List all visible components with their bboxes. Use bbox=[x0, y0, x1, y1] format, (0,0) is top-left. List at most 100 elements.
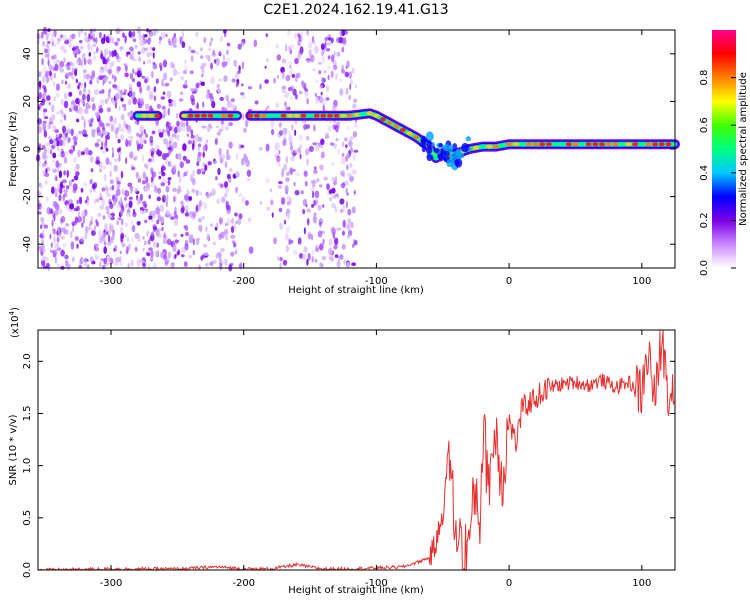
spectrogram-noise-cell bbox=[135, 171, 139, 179]
spectrogram-ridge-blob bbox=[465, 136, 471, 142]
spectrogram-noise-cell bbox=[198, 200, 203, 207]
spectrogram-noise-cell bbox=[80, 45, 84, 50]
spectrogram-noise-cell bbox=[138, 56, 142, 63]
spectrogram-noise-cell bbox=[190, 134, 195, 139]
spectrogram-noise-cell bbox=[41, 222, 46, 227]
spectrogram-noise-cell bbox=[89, 45, 93, 52]
spectrogram-noise-cell bbox=[242, 113, 245, 121]
spectrogram-noise-cell bbox=[144, 103, 150, 110]
spectrogram-ridge-peak bbox=[532, 142, 539, 147]
spectrogram-noise-cell bbox=[103, 246, 107, 255]
spectrogram-ridge-peak bbox=[585, 142, 592, 147]
spectrogram-ridge-peak bbox=[320, 113, 327, 118]
spectrogram-noise-cell bbox=[72, 256, 75, 263]
spectrogram-noise-cell bbox=[60, 109, 63, 114]
spectrogram-ridge-blob bbox=[452, 150, 461, 161]
spectrogram-noise-cell bbox=[200, 81, 205, 87]
spectrogram-noise-cell bbox=[278, 129, 284, 136]
spectrogram-noise-cell bbox=[213, 160, 218, 164]
spectrogram-noise-cell bbox=[306, 98, 309, 105]
spectrogram-noise-cell bbox=[153, 86, 157, 93]
spectrogram-noise-cell bbox=[212, 49, 216, 56]
spectrogram-ridge-blob bbox=[437, 153, 442, 159]
spectrogram-noise-cell bbox=[314, 93, 317, 97]
spectrogram-ridge-peak bbox=[479, 144, 486, 149]
spectrogram-ridge bbox=[132, 108, 680, 171]
spectrogram-noise-cell bbox=[167, 163, 171, 167]
spectrogram-noise-cell bbox=[235, 220, 238, 225]
spectrogram-noise-cell bbox=[43, 66, 47, 74]
spectrogram-ridge-peak bbox=[559, 142, 566, 147]
spectrogram-noise-cell bbox=[101, 198, 106, 207]
spectrogram-noise-cell bbox=[39, 234, 43, 238]
spectrogram-noise-cell bbox=[164, 82, 170, 87]
spectrogram-noise-cell bbox=[321, 256, 327, 261]
spectrogram-noise-cell bbox=[346, 125, 350, 130]
spectrogram-noise-cell bbox=[196, 51, 199, 56]
spectrogram-noise-cell bbox=[328, 247, 333, 256]
spectrogram-noise-cell bbox=[266, 206, 271, 211]
spectrogram-noise-cell bbox=[217, 86, 221, 94]
spectrogram-noise-cell bbox=[221, 153, 226, 160]
spectrogram-noise-cell bbox=[183, 171, 187, 177]
spectrogram-noise-cell bbox=[142, 236, 145, 240]
spectrogram-noise-cell bbox=[205, 225, 208, 233]
spectrogram-noise-cell bbox=[102, 215, 106, 220]
spectrogram-noise-cell bbox=[336, 193, 340, 199]
spectrogram-noise-cell bbox=[105, 157, 110, 165]
snr-plot-area bbox=[38, 330, 675, 570]
spectrogram-noise-cell bbox=[283, 138, 287, 146]
spectrogram-noise-cell bbox=[202, 244, 208, 248]
spectrogram-noise-cell bbox=[95, 37, 98, 44]
spectrogram-noise-cell bbox=[66, 263, 71, 270]
spectrogram-noise-cell bbox=[285, 155, 288, 164]
spectrogram-y-axis-label: Frequency (Hz) bbox=[8, 111, 19, 187]
spectrogram-noise-cell bbox=[337, 148, 340, 155]
spectrogram-noise-cell bbox=[76, 199, 79, 205]
spectrogram-noise-cell bbox=[147, 59, 152, 64]
spectrogram-noise-cell bbox=[344, 71, 349, 78]
spectrogram-noise-cell bbox=[137, 67, 142, 71]
spectrogram-noise-cell bbox=[179, 175, 182, 184]
spectrogram-noise-cell bbox=[60, 236, 66, 240]
spectrogram-noise-cell bbox=[344, 137, 348, 142]
spectrogram-noise-cell bbox=[114, 41, 119, 47]
spectrogram-noise-cell bbox=[126, 209, 131, 214]
spectrogram-noise-cell bbox=[273, 237, 278, 245]
spectrogram-noise-cell bbox=[100, 37, 106, 45]
spectrogram-noise-cell bbox=[45, 71, 50, 76]
spectrogram-ridge-peak bbox=[638, 142, 645, 147]
spectrogram-noise-cell bbox=[118, 154, 121, 162]
spectrogram-noise-cell bbox=[99, 205, 104, 210]
spectrogram-noise-cell bbox=[81, 151, 85, 156]
spectrogram-noise-cell bbox=[144, 78, 148, 84]
spectrogram-noise-cell bbox=[271, 128, 275, 136]
spectrogram-noise-cell bbox=[183, 225, 188, 229]
spectrogram-noise-cell bbox=[101, 150, 106, 154]
spectrogram-ridge-blob bbox=[454, 159, 460, 167]
spectrogram-noise-cell bbox=[80, 28, 83, 34]
spectrogram-noise-cell bbox=[116, 55, 121, 63]
spectrogram-ridge-peak bbox=[652, 142, 659, 147]
spectrogram-ridge-peak bbox=[599, 142, 605, 147]
spectrogram-noise-cell bbox=[336, 227, 342, 231]
spectrogram-noise-cell bbox=[233, 242, 237, 248]
spectrogram-noise-cell bbox=[211, 188, 216, 196]
spectrogram-x-ticks: -300 -200 -100 0 100 bbox=[100, 30, 651, 287]
spectrogram-noise-cell bbox=[43, 173, 47, 177]
spectrogram-noise-cell bbox=[98, 107, 104, 114]
spectrogram-noise-cell bbox=[285, 44, 288, 53]
spectrogram-noise-cell bbox=[120, 234, 124, 243]
spectrogram-ridge-peak bbox=[366, 111, 373, 116]
spectrogram-noise-cell bbox=[215, 59, 219, 67]
spectrogram-noise-cell bbox=[52, 56, 58, 65]
spectrogram-noise-cell bbox=[174, 254, 177, 259]
spectrogram-noise-cell bbox=[45, 122, 51, 130]
spectrogram-noise-cell bbox=[165, 33, 168, 38]
spectrogram-noise-cell bbox=[286, 195, 291, 202]
spectrogram-ridge-peak bbox=[307, 113, 314, 118]
spectrogram-noise-cell bbox=[300, 190, 304, 195]
spectrogram-noise-cell bbox=[39, 184, 44, 190]
spectrogram-noise-cell bbox=[66, 203, 70, 211]
spectrogram-ridge-peak bbox=[260, 113, 267, 118]
